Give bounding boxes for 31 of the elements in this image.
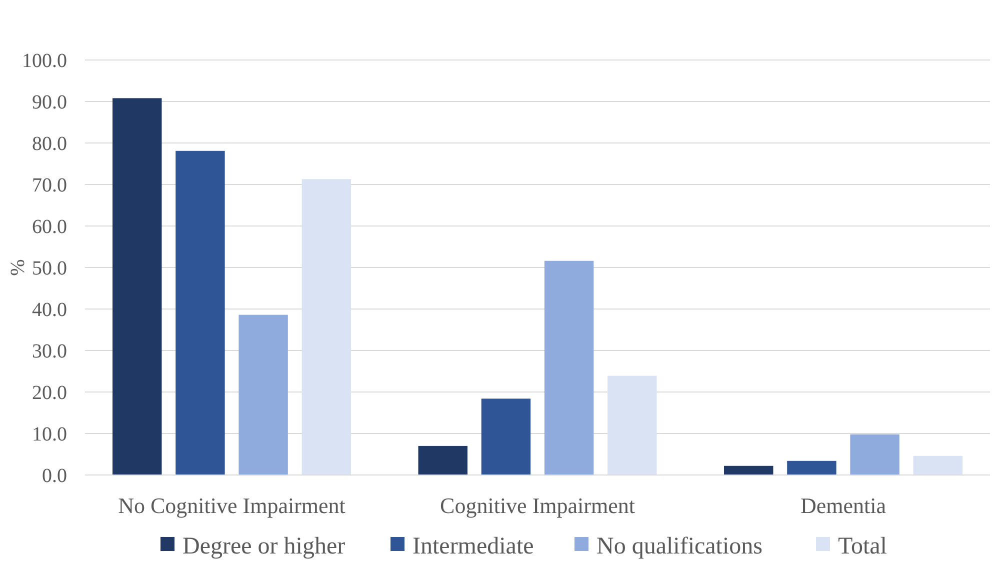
y-tick-label: 70.0 [32,174,67,196]
x-tick-label: Cognitive Impairment [440,493,635,518]
bar [787,460,836,475]
bar [176,150,225,475]
bar [724,466,774,475]
bar [481,398,531,475]
y-tick-label: 20.0 [32,382,67,404]
bar [238,314,288,475]
bar [112,98,162,475]
y-tick-label: 90.0 [32,92,67,114]
y-axis-title: % [7,259,29,276]
legend-label: Total [838,533,888,560]
bar [913,456,962,475]
legend-label: Intermediate [412,533,534,560]
x-tick-label: Dementia [800,493,886,518]
bar [418,446,468,475]
y-tick-label: 40.0 [32,299,67,321]
y-tick-label: 10.0 [32,424,67,446]
bar [850,434,900,475]
y-tick-label: 80.0 [32,133,67,155]
legend-label: No qualifications [596,533,762,560]
y-tick-label: 60.0 [32,216,67,238]
y-tick-label: 0.0 [42,465,67,487]
bar [302,179,351,475]
legend-label: Degree or higher [182,533,346,560]
bar [608,376,657,475]
bar [544,260,594,475]
y-tick-label: 50.0 [32,258,67,280]
x-tick-label: No Cognitive Impairment [118,493,346,518]
y-tick-label: 30.0 [32,340,67,362]
y-tick-label: 100.0 [22,50,67,72]
